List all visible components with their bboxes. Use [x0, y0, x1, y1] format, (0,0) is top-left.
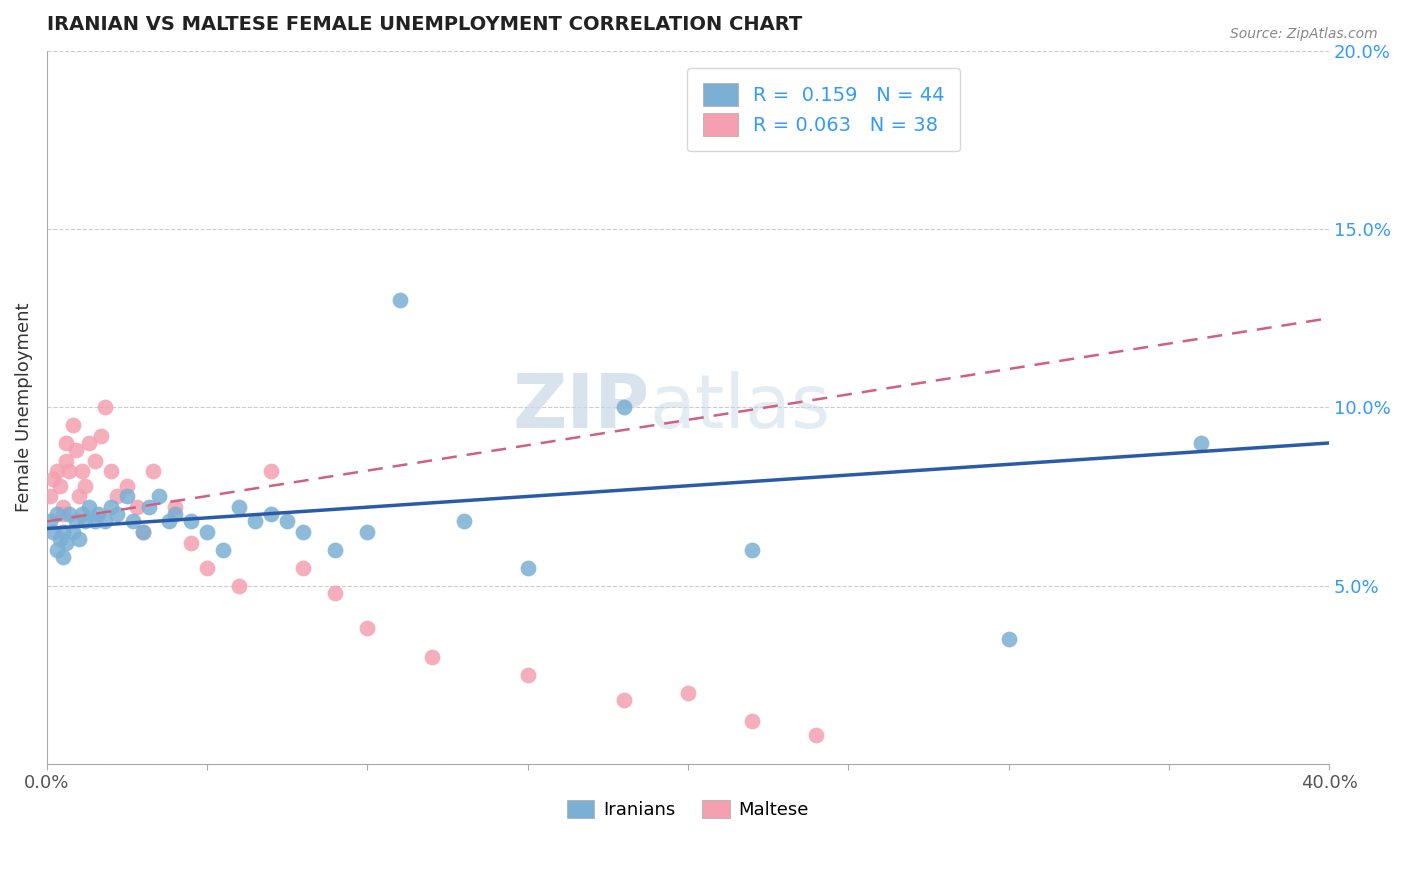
Point	[228, 578, 250, 592]
Point	[453, 515, 475, 529]
Point	[276, 515, 298, 529]
Point	[195, 560, 218, 574]
Point	[122, 515, 145, 529]
Point	[67, 490, 90, 504]
Point	[75, 515, 97, 529]
Point	[806, 728, 828, 742]
Point	[62, 418, 84, 433]
Point	[93, 515, 115, 529]
Point	[420, 649, 443, 664]
Point	[52, 500, 75, 515]
Y-axis label: Female Unemployment: Female Unemployment	[15, 302, 32, 512]
Point	[292, 525, 315, 540]
Point	[125, 500, 148, 515]
Point	[45, 465, 67, 479]
Point	[115, 479, 138, 493]
Point	[52, 550, 75, 565]
Point	[195, 525, 218, 540]
Point	[58, 465, 80, 479]
Point	[260, 465, 283, 479]
Point	[45, 543, 67, 558]
Point	[325, 543, 347, 558]
Point	[84, 515, 107, 529]
Point	[165, 508, 187, 522]
Point	[388, 293, 411, 308]
Text: Source: ZipAtlas.com: Source: ZipAtlas.com	[1230, 27, 1378, 41]
Point	[77, 436, 100, 450]
Point	[42, 472, 65, 486]
Point	[180, 536, 202, 550]
Point	[228, 500, 250, 515]
Point	[42, 525, 65, 540]
Point	[39, 490, 62, 504]
Point	[516, 560, 538, 574]
Point	[84, 454, 107, 468]
Point	[356, 621, 378, 635]
Point	[48, 533, 70, 547]
Point	[997, 632, 1019, 646]
Point	[65, 443, 87, 458]
Point	[52, 525, 75, 540]
Point	[132, 525, 155, 540]
Point	[62, 525, 84, 540]
Point	[613, 692, 636, 706]
Point	[180, 515, 202, 529]
Point	[138, 500, 160, 515]
Point	[260, 508, 283, 522]
Point	[741, 714, 763, 728]
Point	[676, 685, 699, 699]
Point	[1189, 436, 1212, 450]
Point	[212, 543, 235, 558]
Point	[115, 490, 138, 504]
Point	[107, 490, 129, 504]
Point	[77, 500, 100, 515]
Text: atlas: atlas	[650, 371, 831, 444]
Point	[65, 515, 87, 529]
Point	[48, 479, 70, 493]
Point	[245, 515, 267, 529]
Point	[100, 465, 122, 479]
Point	[55, 454, 77, 468]
Legend: Iranians, Maltese: Iranians, Maltese	[560, 792, 817, 826]
Point	[292, 560, 315, 574]
Text: IRANIAN VS MALTESE FEMALE UNEMPLOYMENT CORRELATION CHART: IRANIAN VS MALTESE FEMALE UNEMPLOYMENT C…	[46, 15, 803, 34]
Point	[70, 465, 93, 479]
Point	[75, 479, 97, 493]
Point	[107, 508, 129, 522]
Point	[52, 508, 75, 522]
Point	[741, 543, 763, 558]
Point	[39, 515, 62, 529]
Point	[87, 508, 110, 522]
Point	[613, 401, 636, 415]
Point	[45, 508, 67, 522]
Point	[516, 667, 538, 681]
Point	[325, 585, 347, 599]
Point	[148, 490, 170, 504]
Point	[93, 401, 115, 415]
Point	[157, 515, 180, 529]
Point	[132, 525, 155, 540]
Point	[165, 500, 187, 515]
Point	[67, 533, 90, 547]
Point	[70, 508, 93, 522]
Point	[58, 508, 80, 522]
Point	[55, 536, 77, 550]
Point	[55, 436, 77, 450]
Point	[100, 500, 122, 515]
Text: ZIP: ZIP	[512, 371, 650, 444]
Point	[90, 429, 112, 443]
Point	[142, 465, 165, 479]
Point	[356, 525, 378, 540]
